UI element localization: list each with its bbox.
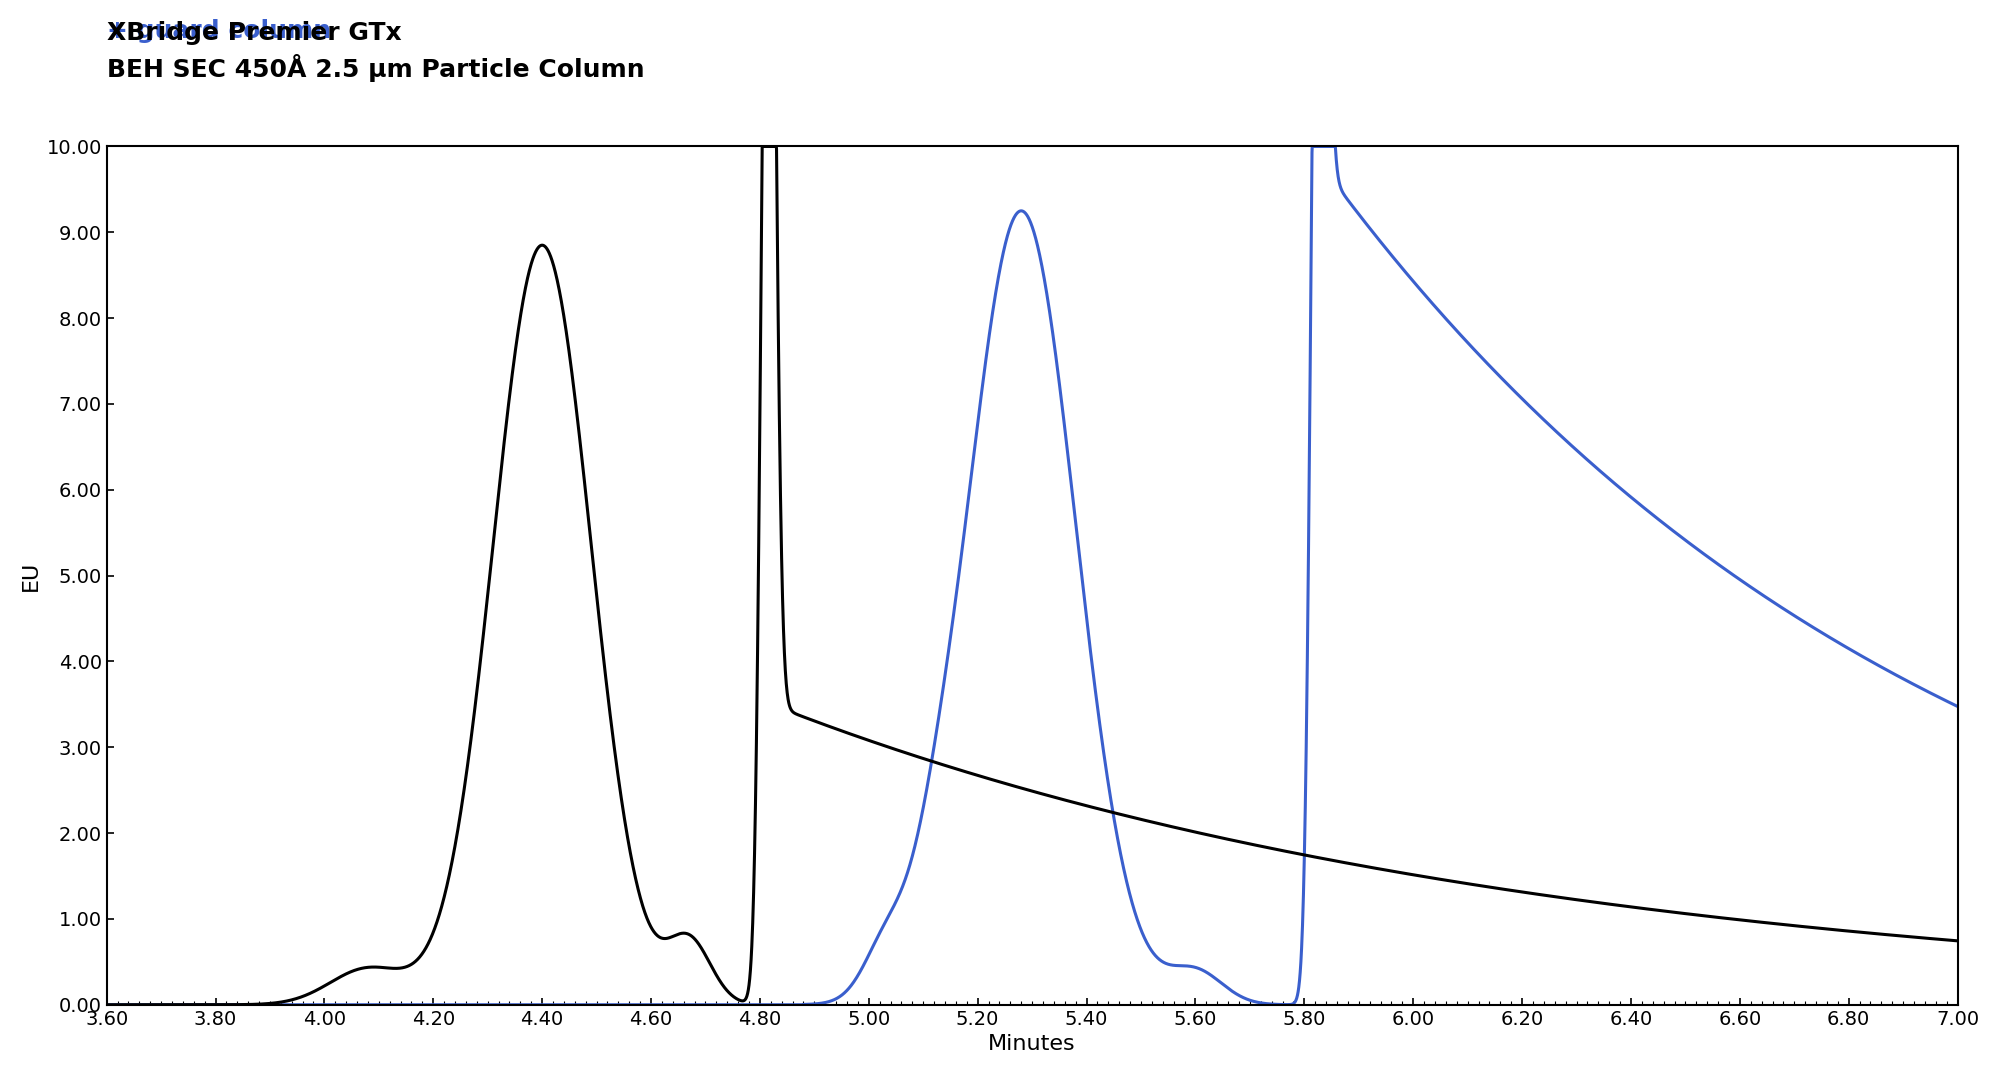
Text: XBridge Premier GTx
BEH SEC 450Å 2.5 µm Particle Column: XBridge Premier GTx BEH SEC 450Å 2.5 µm … [106, 20, 644, 82]
Text: + guard column: + guard column [106, 19, 330, 43]
X-axis label: Minutes: Minutes [988, 1034, 1076, 1055]
Y-axis label: EU: EU [20, 560, 40, 591]
